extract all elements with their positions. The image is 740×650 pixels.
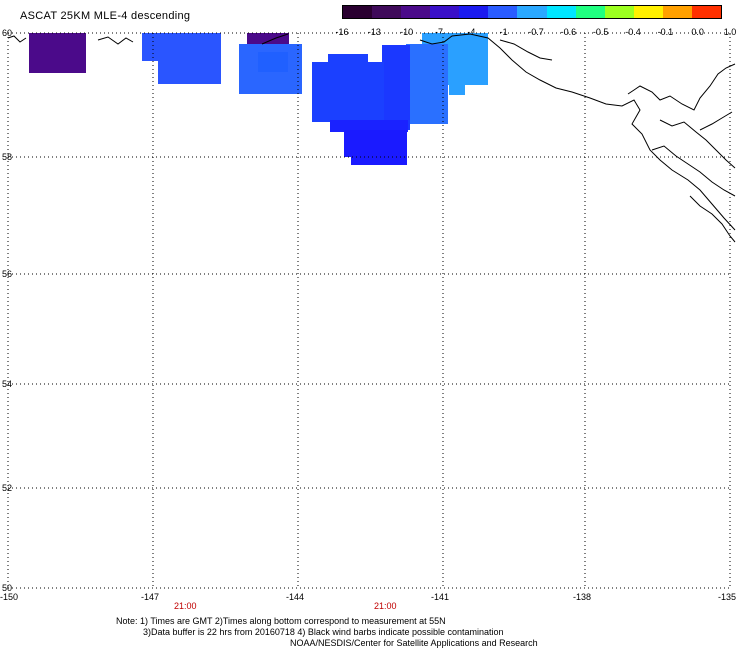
color-scale-segment bbox=[401, 6, 431, 18]
lat-label: 60 bbox=[2, 28, 12, 38]
lon-label: -141 bbox=[431, 592, 449, 602]
swath-cell bbox=[330, 120, 408, 132]
color-scale-label: -0.7 bbox=[528, 27, 544, 37]
swath-cell bbox=[29, 33, 86, 73]
swath-cell bbox=[382, 45, 410, 130]
color-scale-labels: -16 -13 -10 -7 -4 -1 -0.7 -0.6 -0.5 -0.4 -0.1 0.0 1.… bbox=[330, 27, 740, 39]
color-scale-label: -0.6 bbox=[560, 27, 577, 37]
latitude-labels: 60 58 56 54 52 50 bbox=[2, 28, 12, 593]
coastline bbox=[7, 33, 736, 243]
color-scale-label: -16 bbox=[335, 27, 349, 37]
color-scale-segment bbox=[633, 6, 663, 18]
note-line-1: Note: 1) Times are GMT 2)Times along bot… bbox=[116, 616, 446, 626]
color-scale-label: -7 bbox=[434, 27, 444, 37]
color-scale-label: -10 bbox=[400, 27, 414, 37]
time-label: 21:00 bbox=[374, 601, 397, 611]
lat-label: 50 bbox=[2, 583, 12, 593]
color-scale-segment bbox=[575, 6, 605, 18]
color-scale-segment bbox=[662, 6, 692, 18]
swath-cell bbox=[406, 44, 448, 124]
map-title: ASCAT 25KM MLE-4 descending bbox=[20, 10, 191, 22]
lon-label: -147 bbox=[141, 592, 159, 602]
lat-label: 56 bbox=[2, 269, 12, 279]
credit-line: NOAA/NESDIS/Center for Satellite Applica… bbox=[290, 638, 538, 648]
color-scale-segment bbox=[488, 6, 518, 18]
color-scale-label: -0.5 bbox=[592, 27, 609, 37]
swath-cell bbox=[158, 60, 221, 84]
lon-label: -138 bbox=[573, 592, 591, 602]
swath-cell bbox=[344, 130, 407, 157]
swath-cell bbox=[247, 33, 289, 45]
swath-cell bbox=[258, 52, 288, 72]
color-scale-segment bbox=[459, 6, 489, 18]
color-scale-label: -0.1 bbox=[657, 27, 674, 37]
longitude-labels: -150 -147 -144 -141 -138 -135 bbox=[0, 592, 736, 602]
color-scale-bar bbox=[342, 5, 722, 19]
note-line-2: 3)Data buffer is 22 hrs from 20160718 4)… bbox=[143, 627, 504, 637]
color-scale-label: -4 bbox=[467, 27, 476, 37]
lat-label: 52 bbox=[2, 483, 12, 493]
swath-cell bbox=[351, 155, 407, 165]
lat-label: 54 bbox=[2, 379, 12, 389]
graticule bbox=[7, 32, 731, 589]
color-scale-segment bbox=[430, 6, 460, 18]
color-scale-segment bbox=[343, 6, 373, 18]
color-scale-label: -1 bbox=[499, 27, 508, 37]
lon-label: -144 bbox=[286, 592, 304, 602]
color-scale-label: 0.0 bbox=[691, 27, 704, 37]
color-scale-label: -0.4 bbox=[625, 27, 641, 37]
color-scale-segment bbox=[604, 6, 634, 18]
lon-label: -135 bbox=[718, 592, 736, 602]
time-label: 21:00 bbox=[174, 601, 197, 611]
color-scale-segment bbox=[372, 6, 402, 18]
swath-cell bbox=[449, 60, 465, 95]
swath-cell bbox=[312, 62, 384, 122]
lat-label: 58 bbox=[2, 152, 12, 162]
color-scale-label: -13 bbox=[367, 27, 381, 37]
color-scale-segment bbox=[546, 6, 576, 18]
swath-cell bbox=[328, 54, 368, 70]
color-scale-segment bbox=[517, 6, 547, 18]
color-scale-segment bbox=[691, 6, 722, 18]
wind-data-swaths bbox=[29, 33, 488, 165]
lon-label: -150 bbox=[0, 592, 18, 602]
swath-cell bbox=[142, 33, 221, 61]
color-scale-label: 1.0 bbox=[723, 27, 737, 37]
